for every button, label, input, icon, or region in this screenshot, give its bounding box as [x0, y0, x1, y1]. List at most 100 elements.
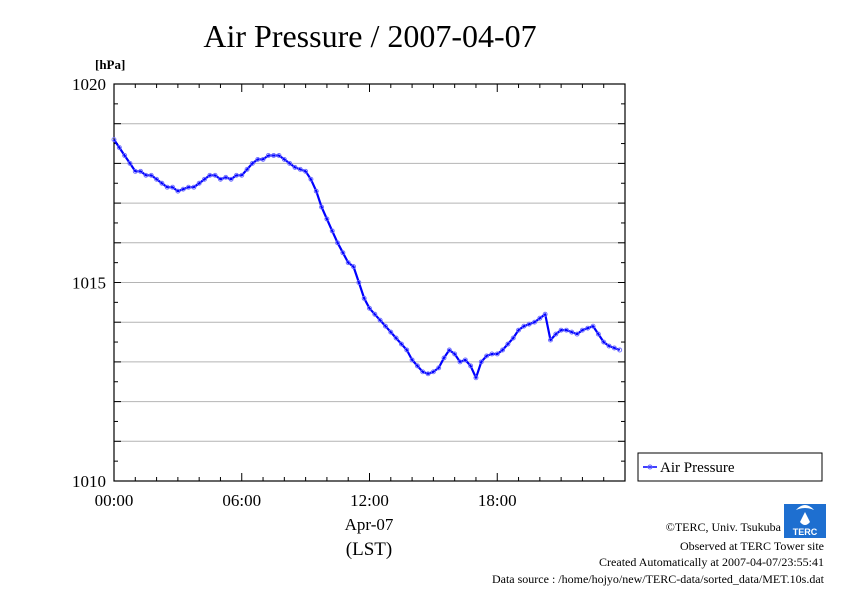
data-point [404, 347, 410, 353]
y-tick-label: 1015 [72, 274, 106, 293]
data-point [271, 153, 277, 158]
data-point [351, 264, 356, 270]
data-point [313, 188, 319, 194]
data-point [468, 363, 474, 369]
data-point [324, 216, 330, 222]
x-tick-label: 00:00 [95, 491, 134, 510]
x-axis-label-lst: (LST) [346, 539, 392, 560]
data-point [170, 184, 176, 190]
data-point [601, 339, 607, 345]
data-point [159, 180, 165, 186]
data-point [441, 355, 447, 361]
data-point [148, 172, 154, 178]
data-point [345, 260, 351, 266]
x-tick-labels: 00:00 06:00 12:00 18:00 [95, 491, 517, 510]
data-point [202, 176, 207, 182]
data-point [383, 323, 388, 329]
credit-copyright: ©TERC, Univ. Tsukuba [666, 520, 782, 534]
data-point [372, 311, 378, 317]
data-point [276, 153, 282, 158]
data-point [516, 327, 521, 333]
data-point [154, 176, 160, 182]
data-point [377, 317, 383, 323]
legend: Air Pressure [637, 452, 823, 482]
terc-logo: TERC [784, 504, 826, 538]
data-point [510, 335, 516, 341]
data-point [340, 250, 346, 256]
data-point [521, 323, 527, 329]
data-point [361, 295, 367, 301]
chart-title: Air Pressure / 2007-04-07 [203, 18, 536, 54]
y-tick-label: 1010 [72, 472, 106, 491]
x-tick-label: 18:00 [478, 491, 517, 510]
data-point [542, 311, 548, 317]
data-point [244, 166, 250, 172]
data-point [212, 172, 218, 178]
data-point [388, 329, 394, 335]
data-point [553, 331, 559, 337]
data-point [297, 166, 303, 172]
data-point [420, 369, 426, 375]
data-point [218, 176, 223, 182]
series-line [113, 138, 621, 379]
data-point [138, 168, 144, 174]
series-layer [111, 137, 623, 381]
y-axis-label: [hPa] [95, 57, 125, 72]
data-point [228, 176, 234, 182]
data-point [574, 331, 580, 337]
data-point [239, 172, 245, 178]
data-point [500, 347, 506, 353]
credit-created: Created Automatically at 2007-04-07/23:5… [599, 555, 824, 569]
data-point [292, 164, 298, 170]
data-point [563, 327, 569, 333]
data-point [548, 337, 553, 343]
data-point [207, 172, 213, 178]
data-point [335, 240, 341, 246]
y-tick-label: 1020 [72, 75, 106, 94]
data-point [233, 172, 239, 178]
data-point [122, 153, 128, 158]
data-point [532, 319, 537, 325]
data-point [425, 371, 431, 377]
y-tick-labels: 1010 1015 1020 [72, 75, 106, 491]
data-point [287, 160, 293, 166]
data-point [579, 327, 585, 333]
data-point [446, 347, 452, 353]
data-point [303, 168, 309, 174]
data-point [281, 156, 287, 162]
data-point [196, 180, 202, 186]
data-point [462, 357, 468, 363]
data-point [132, 168, 138, 174]
data-point [308, 176, 314, 182]
data-point [255, 156, 261, 162]
data-point [484, 353, 490, 359]
data-point [569, 329, 575, 335]
data-point [265, 153, 271, 158]
data-point [590, 323, 596, 329]
data-point [489, 351, 495, 357]
data-point [457, 359, 463, 365]
data-point [452, 351, 458, 357]
axis-ticks [113, 83, 626, 482]
data-point [606, 343, 612, 349]
credit-observed: Observed at TERC Tower site [680, 539, 824, 553]
data-point [595, 331, 601, 337]
data-point [478, 359, 484, 365]
data-point [164, 184, 170, 190]
data-point [585, 325, 591, 331]
data-point [356, 280, 362, 285]
data-point [473, 375, 479, 381]
x-axis-label-date: Apr-07 [345, 515, 394, 534]
data-point [180, 186, 186, 192]
legend-box [637, 452, 823, 482]
grid-lines [114, 123, 625, 442]
data-point [116, 145, 122, 150]
x-tick-label: 06:00 [222, 491, 261, 510]
data-point [329, 228, 335, 234]
legend-label: Air Pressure [660, 460, 735, 476]
data-point [537, 315, 543, 321]
data-point [558, 327, 564, 333]
data-point [249, 160, 255, 166]
data-point [367, 305, 372, 311]
